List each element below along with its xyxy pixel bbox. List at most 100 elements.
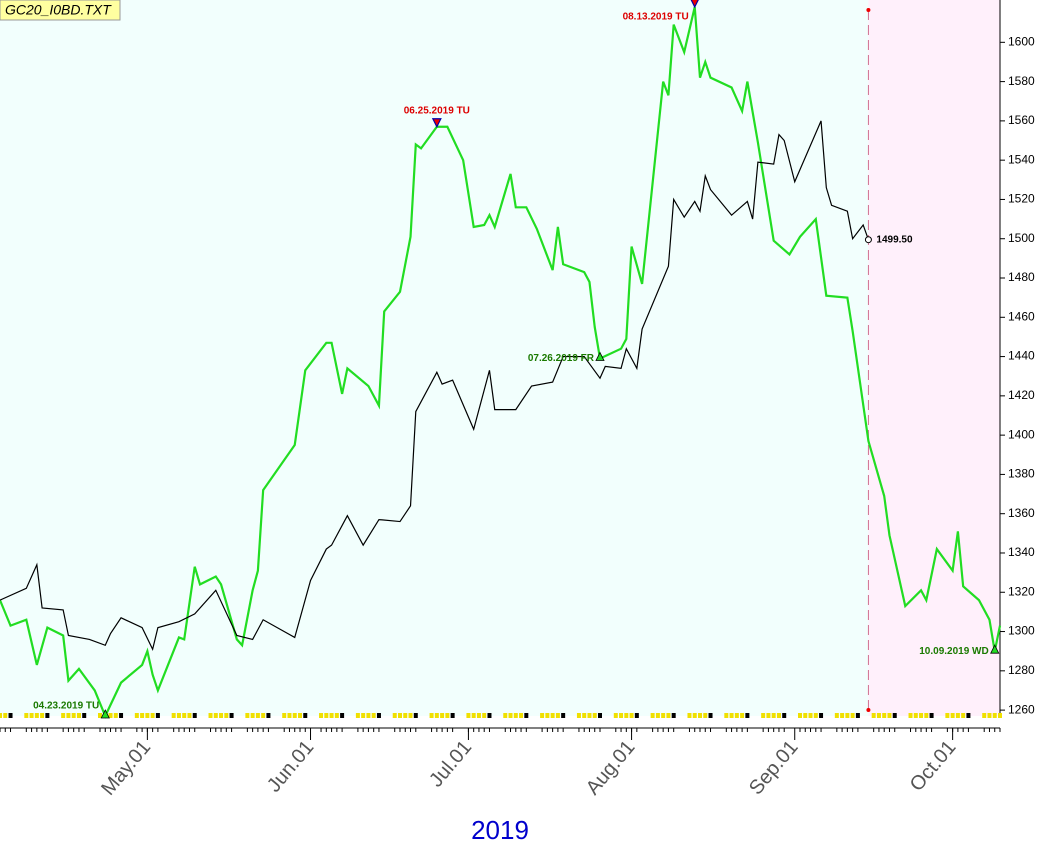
forecast-region [868, 0, 1000, 716]
day-marker [213, 713, 218, 718]
x-tick-label: May.01 [97, 736, 155, 799]
day-marker [592, 713, 597, 718]
annotation-label: 1499.50 [876, 234, 913, 245]
day-marker [692, 713, 697, 718]
day-marker [882, 713, 887, 718]
day-marker [734, 713, 739, 718]
day-marker [582, 713, 587, 718]
day-marker [992, 713, 997, 718]
day-marker [182, 713, 187, 718]
y-tick-label: 1340 [1008, 545, 1035, 559]
day-marker [666, 713, 671, 718]
day-marker [782, 713, 787, 718]
day-marker [845, 713, 850, 718]
day-marker [176, 713, 181, 718]
day-marker [540, 713, 545, 718]
day-marker [361, 713, 366, 718]
day-marker [398, 713, 402, 718]
day-marker [619, 713, 624, 718]
day-marker [208, 713, 213, 718]
annotation-label: 10.09.2019 WD [919, 646, 989, 657]
annotation-marker [690, 0, 699, 9]
day-marker [45, 713, 50, 718]
day-marker [624, 713, 629, 718]
day-marker [224, 713, 229, 718]
day-marker [298, 713, 302, 718]
day-marker [408, 713, 413, 718]
day-marker [929, 713, 934, 718]
day-marker [34, 713, 39, 718]
day-marker [524, 713, 529, 718]
x-tick-label: Oct.01 [906, 736, 961, 795]
day-marker [171, 713, 176, 718]
day-marker [634, 713, 639, 718]
day-marker [245, 713, 250, 718]
day-marker [950, 713, 955, 718]
day-marker [76, 713, 81, 718]
day-marker [134, 713, 139, 718]
day-marker [587, 713, 592, 718]
day-marker [724, 713, 729, 718]
day-marker [366, 713, 371, 718]
x-tick-label: Aug.01 [582, 736, 640, 799]
day-marker [487, 713, 492, 718]
day-marker [108, 713, 113, 718]
day-marker [908, 713, 913, 718]
day-marker [613, 713, 618, 718]
y-tick-label: 1420 [1008, 388, 1035, 402]
y-tick-label: 1400 [1008, 427, 1035, 441]
day-marker [924, 713, 929, 718]
day-marker [503, 713, 508, 718]
day-marker [287, 713, 292, 718]
annotation-marker [595, 351, 605, 361]
day-marker [66, 713, 71, 718]
day-marker [945, 713, 950, 718]
day-marker [340, 713, 345, 718]
day-marker [471, 713, 476, 718]
day-marker [598, 713, 602, 718]
day-marker [150, 713, 155, 718]
annotation-marker [864, 236, 872, 244]
day-marker [292, 713, 297, 718]
day-marker [371, 713, 376, 718]
x-tick-label: Jul.01 [425, 736, 476, 791]
day-marker [803, 713, 808, 718]
annotation-label: 08.13.2019 TU [623, 12, 689, 23]
day-marker [766, 713, 771, 718]
x-axis-label: 2019 [471, 815, 529, 845]
day-marker [3, 713, 8, 718]
day-marker [834, 713, 839, 718]
day-marker [913, 713, 918, 718]
day-marker [871, 713, 876, 718]
day-marker [255, 713, 260, 718]
day-marker [703, 713, 708, 718]
day-marker [761, 713, 766, 718]
annotation-marker [100, 709, 110, 719]
day-marker [776, 713, 781, 718]
series-line [0, 120, 869, 651]
day-marker [887, 713, 892, 718]
day-marker [519, 713, 524, 718]
x-tick-label: Sep.01 [745, 736, 803, 799]
forecast-dot [866, 708, 871, 712]
day-marker [671, 713, 676, 718]
y-tick-label: 1260 [1008, 702, 1035, 716]
day-marker [429, 713, 434, 718]
annotation-label: 07.26.2019 FR [528, 353, 595, 364]
day-marker [434, 713, 439, 718]
day-marker [919, 713, 924, 718]
day-marker [545, 713, 550, 718]
day-marker [261, 713, 266, 718]
x-tick-label: Jun.01 [263, 736, 318, 796]
day-marker [403, 713, 408, 718]
day-marker [708, 713, 713, 718]
day-marker [892, 713, 897, 718]
title-box [0, 0, 121, 21]
day-marker [513, 713, 518, 718]
day-marker [40, 713, 45, 718]
y-tick-label: 1600 [1008, 34, 1035, 48]
day-marker [819, 713, 824, 718]
day-marker [355, 713, 360, 718]
y-tick-label: 1360 [1008, 506, 1035, 520]
forecast-dot [866, 8, 871, 12]
